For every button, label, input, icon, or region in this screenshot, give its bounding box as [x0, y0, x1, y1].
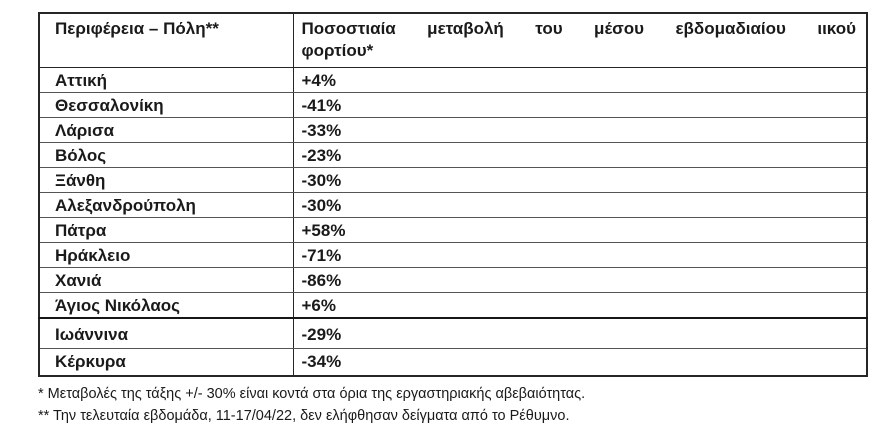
percent-change-cell: +6% — [292, 292, 868, 319]
region-city-cell: Πάτρα — [38, 217, 294, 243]
table-row: Ιωάννινα -29% — [38, 317, 868, 349]
region-city-cell: Ξάνθη — [38, 167, 294, 193]
percent-change-cell: -71% — [292, 242, 868, 268]
table-row: Αττική +4% — [38, 67, 868, 93]
table-row: Αλεξανδρούπολη -30% — [38, 192, 868, 218]
region-city-cell: Αττική — [38, 67, 294, 93]
region-city-cell: Κέρκυρα — [38, 348, 294, 377]
region-city-cell: Άγιος Νικόλαος — [38, 292, 294, 319]
table-body: Αττική +4% Θεσσαλονίκη -41% Λάρισα -33% … — [38, 67, 868, 377]
column-header-region-city: Περιφέρεια – Πόλη** — [38, 12, 294, 68]
region-city-cell: Αλεξανδρούπολη — [38, 192, 294, 218]
footnote-no-samples-rethymno: ** Την τελευταία εβδομάδα, 11-17/04/22, … — [38, 408, 570, 424]
percent-change-cell: -29% — [292, 317, 868, 349]
viral-load-change-table: Περιφέρεια – Πόλη** Ποσοστιαία μεταβολή … — [38, 12, 868, 377]
percent-change-cell: -33% — [292, 117, 868, 143]
region-city-cell: Χανιά — [38, 267, 294, 293]
region-city-cell: Ιωάννινα — [38, 317, 294, 349]
region-city-cell: Ηράκλειο — [38, 242, 294, 268]
table-row: Ηράκλειο -71% — [38, 242, 868, 268]
percent-change-cell: +58% — [292, 217, 868, 243]
percent-change-cell: -30% — [292, 192, 868, 218]
percent-change-cell: -30% — [292, 167, 868, 193]
region-city-cell: Βόλος — [38, 142, 294, 168]
table-row: Βόλος -23% — [38, 142, 868, 168]
percent-change-header-line1: Ποσοστιαία μεταβολή του μέσου εβδομαδιαί… — [301, 19, 857, 38]
table-row: Θεσσαλονίκη -41% — [38, 92, 868, 118]
percent-change-cell: -34% — [292, 348, 868, 377]
percent-change-cell: +4% — [292, 67, 868, 93]
region-city-cell: Λάρισα — [38, 117, 294, 143]
footnote-lab-uncertainty: * Μεταβολές της τάξης +/- 30% είναι κοντ… — [38, 386, 586, 402]
percent-change-cell: -41% — [292, 92, 868, 118]
table-row: Άγιος Νικόλαος +6% — [38, 292, 868, 319]
footnotes: * Μεταβολές της τάξης +/- 30% είναι κοντ… — [38, 383, 866, 427]
percent-change-cell: -86% — [292, 267, 868, 293]
table-row: Ξάνθη -30% — [38, 167, 868, 193]
header-row: Περιφέρεια – Πόλη** Ποσοστιαία μεταβολή … — [38, 12, 868, 68]
table-row: Πάτρα +58% — [38, 217, 868, 243]
column-header-percent-change: Ποσοστιαία μεταβολή του μέσου εβδομαδιαί… — [292, 12, 868, 68]
region-city-cell: Θεσσαλονίκη — [38, 92, 294, 118]
table-row: Χανιά -86% — [38, 267, 868, 293]
percent-change-header-line2: φορτίου* — [301, 41, 374, 60]
table-header: Περιφέρεια – Πόλη** Ποσοστιαία μεταβολή … — [38, 12, 868, 68]
table-row: Κέρκυρα -34% — [38, 348, 868, 377]
table-row: Λάρισα -33% — [38, 117, 868, 143]
percent-change-cell: -23% — [292, 142, 868, 168]
